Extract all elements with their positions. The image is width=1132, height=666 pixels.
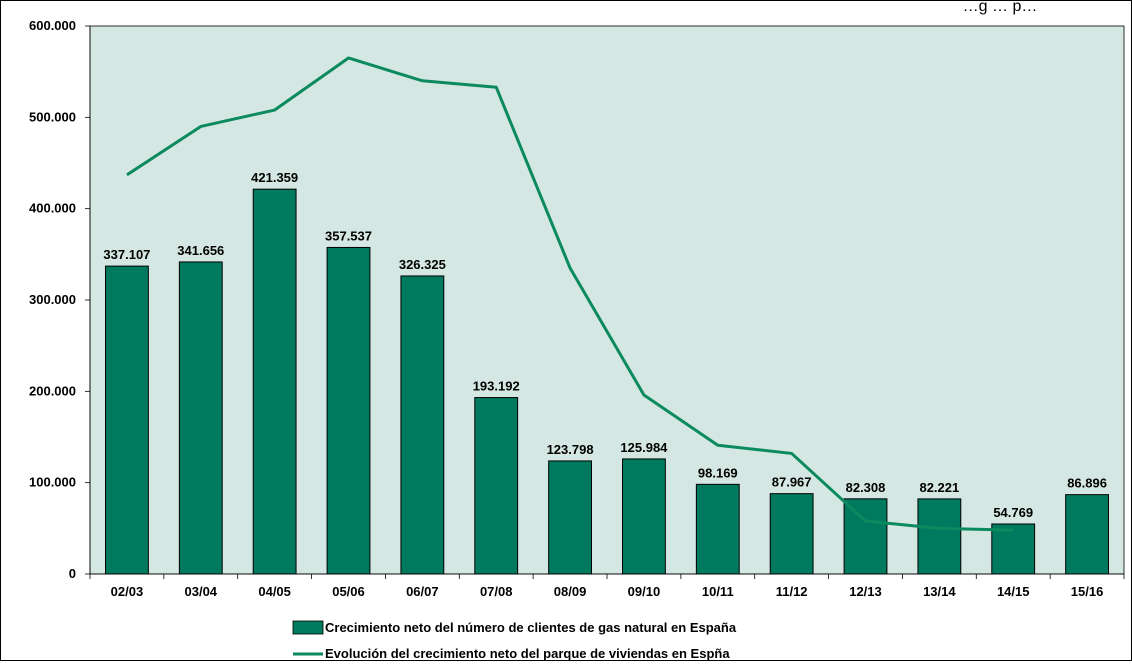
bar-value-label: 421.359 [251, 170, 298, 185]
line-group [126, 56, 1014, 532]
bar [622, 458, 666, 575]
y-tick-label: 400.000 [29, 201, 76, 216]
bar-value-label: 54.769 [993, 505, 1033, 520]
bar-value-label: 123.798 [547, 442, 594, 457]
bars-group [105, 188, 1109, 575]
bar-value-label: 337.107 [103, 247, 150, 262]
x-tick-label: 05/06 [332, 584, 365, 599]
bar-value-label: 357.537 [325, 228, 372, 243]
plot-area [89, 25, 1125, 575]
bar [917, 498, 962, 575]
bar-value-label: 193.192 [473, 379, 520, 394]
x-tick-label: 03/04 [185, 584, 218, 599]
bar-value-label: 125.984 [620, 440, 668, 455]
chart-title: …g … p… [963, 0, 1038, 15]
bar [991, 523, 1036, 575]
bar [695, 483, 740, 575]
x-tick-label: 09/10 [628, 584, 661, 599]
bar [326, 246, 371, 575]
bar [252, 188, 297, 575]
bar [769, 493, 814, 575]
x-tick-label: 04/05 [258, 584, 291, 599]
bar-value-label: 341.656 [177, 243, 224, 258]
x-axis: 02/03 03/04 04/05 05/06 06/07 07/08 08/09 09/10… [89, 573, 1125, 599]
x-tick-label: 14/15 [997, 584, 1030, 599]
bar-value-label: 98.169 [698, 465, 738, 480]
legend-bar-label: Crecimiento neto del número de clientes … [325, 620, 737, 635]
legend-bar-swatch [292, 620, 324, 635]
legend-line-label: Evolución del crecimiento neto del parqu… [325, 646, 730, 661]
bar [1065, 494, 1109, 575]
y-tick-label: 300.000 [29, 292, 76, 307]
bar [548, 460, 592, 575]
y-tick-label: 600.000 [29, 18, 76, 33]
x-tick-label: 15/16 [1071, 584, 1104, 599]
bar-value-label: 326.325 [399, 257, 446, 272]
y-tick-label: 0 [69, 566, 76, 581]
bar-value-label: 87.967 [772, 475, 812, 490]
x-tick-label: 07/08 [480, 584, 513, 599]
bar [178, 261, 223, 575]
x-tick-label: 06/07 [406, 584, 439, 599]
bar-labels-group: 337.107 341.656 421.359 357.537 326.325 193.1… [103, 170, 1107, 520]
x-tick-label: 11/12 [776, 584, 808, 599]
bar-value-label: 82.221 [919, 480, 959, 495]
bar-value-label: 82.308 [846, 480, 886, 495]
legend: Crecimiento neto del número de clientes … [292, 620, 737, 661]
y-axis: 0 100.000 200.000 300.000 400.000 500.000 600.… [29, 18, 91, 581]
bar [474, 397, 519, 575]
bar [843, 498, 888, 575]
x-tick-label: 10/11 [702, 584, 734, 599]
line-series [126, 56, 1014, 532]
x-tick-label: 08/09 [554, 584, 587, 599]
y-tick-label: 200.000 [29, 383, 76, 398]
x-tick-label: 02/03 [111, 584, 144, 599]
x-tick-label: 12/13 [849, 584, 882, 599]
bar-value-label: 86.896 [1067, 476, 1107, 491]
y-tick-label: 100.000 [29, 475, 76, 490]
bar [105, 265, 149, 575]
bar [400, 275, 445, 575]
x-tick-label: 13/14 [923, 584, 956, 599]
y-tick-label: 500.000 [29, 109, 76, 124]
